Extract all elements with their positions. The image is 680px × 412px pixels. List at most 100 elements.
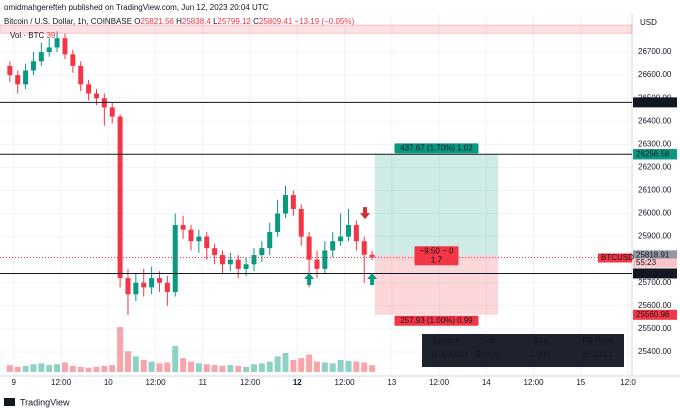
symbol: Bitcoin / U.S. Dollar, 1h, COINBASE [4,17,132,26]
volume-bar [195,363,202,372]
candle-body [330,241,336,251]
x-tick-label: 12:00 [524,378,545,387]
candle-body [7,65,13,76]
countdown-bg [633,258,677,268]
mid-label-bg [414,246,459,266]
candle-body [70,54,76,66]
volume-bar [124,351,131,372]
y-tick-label: 26100.00 [638,186,672,195]
y-tick-label: 25500.00 [638,324,672,333]
ohlc-key: L [213,17,218,26]
volume-bar [54,364,61,372]
target-label: 437.67 (1.70%) 1.02 [400,143,473,152]
countdown: 55:23 [636,258,657,267]
execution-marker [304,273,315,286]
price-label-bg [633,149,677,160]
footer-logo: TradingView [4,397,70,407]
execution-marker [360,207,371,220]
ohlc-value: 25809.41 [259,17,293,26]
volume-bar [235,365,242,372]
x-tick-label: 9 [12,378,17,387]
candle-body [141,282,147,288]
volume-bar [14,366,21,372]
volume-bar [117,327,124,372]
candle-body [345,225,351,237]
volume-bar [30,364,37,372]
volume-bar [69,365,76,372]
volume-bar [266,361,273,372]
volume-bar [46,365,53,372]
candle-body [227,259,233,265]
price-label-bg [633,309,677,320]
candle-body [267,231,273,249]
candle-body [338,236,344,242]
last-price-symbol: BTCUSD [601,253,634,262]
footer: TradingView [20,397,70,407]
y-tick-label: 25700.00 [638,278,672,287]
price-label: 25560.98 [636,310,670,319]
x-tick-label: 12:00 [146,378,167,387]
candle-body [212,248,218,256]
candle-body [275,213,281,232]
y-tick-label: 26200.00 [638,163,672,172]
candle-body [46,47,52,53]
price-label-bg [633,97,677,108]
volume-bar [243,366,250,372]
price-label-bg [633,268,677,279]
volume-bar [22,365,29,372]
candle-body [133,282,139,295]
candle-body [172,225,178,292]
y-tick-label: 25900.00 [638,232,672,241]
table-cell: BTC/USD [432,350,467,359]
ohlc-key: O [134,17,140,26]
candle-body [298,208,304,237]
change: −13.19 (−0.05%) [295,17,355,26]
last-price-tag [598,253,632,263]
volume-bar [329,363,336,372]
volume-bar [219,365,226,372]
volume-bar [6,365,13,372]
x-tick-label: 12:0 [620,378,636,387]
volume-bar [274,356,281,372]
currency: USD [640,18,657,27]
candle-body [164,282,170,292]
volume-bar [353,361,360,372]
x-tick-label: 12:00 [51,378,72,387]
alert-zone [0,24,633,34]
candle-body [322,250,328,269]
volume-bar [132,356,139,372]
table-header: Symbol [432,336,459,345]
ohlc-value: 25838.4 [182,17,211,26]
volume-bar [361,362,368,372]
volume-bar [211,365,218,372]
candle-body [54,38,60,48]
table-header: Size [532,336,548,345]
candle-body [86,84,92,94]
target-zone [374,154,499,256]
table-cell: 25,821.1 [582,350,614,359]
candle-body [314,259,320,269]
stop-label-bg [394,315,479,326]
target-label-bg [394,143,479,154]
execution-marker [367,273,378,286]
candle-body [243,264,249,269]
candle-body [188,229,194,242]
candle-body [259,248,265,256]
candle-body [369,254,375,258]
candle-body [290,195,296,209]
price-label: 25740.18 [636,269,670,278]
volume-bar [369,365,376,372]
volume-last: 39 [46,31,55,40]
ohlc-key: H [176,17,182,26]
volume-bar [337,359,344,372]
volume-title: Vol · BTC [10,31,44,40]
volume-bar [306,354,313,372]
candle-body [15,75,21,85]
y-tick-label: 26700.00 [638,47,672,56]
volume-legend: Vol · BTC 39 [10,31,56,40]
candle-body [38,52,44,62]
volume-bar [227,365,234,372]
candle-body [93,93,99,99]
price-label: 26481.86 [636,97,670,106]
